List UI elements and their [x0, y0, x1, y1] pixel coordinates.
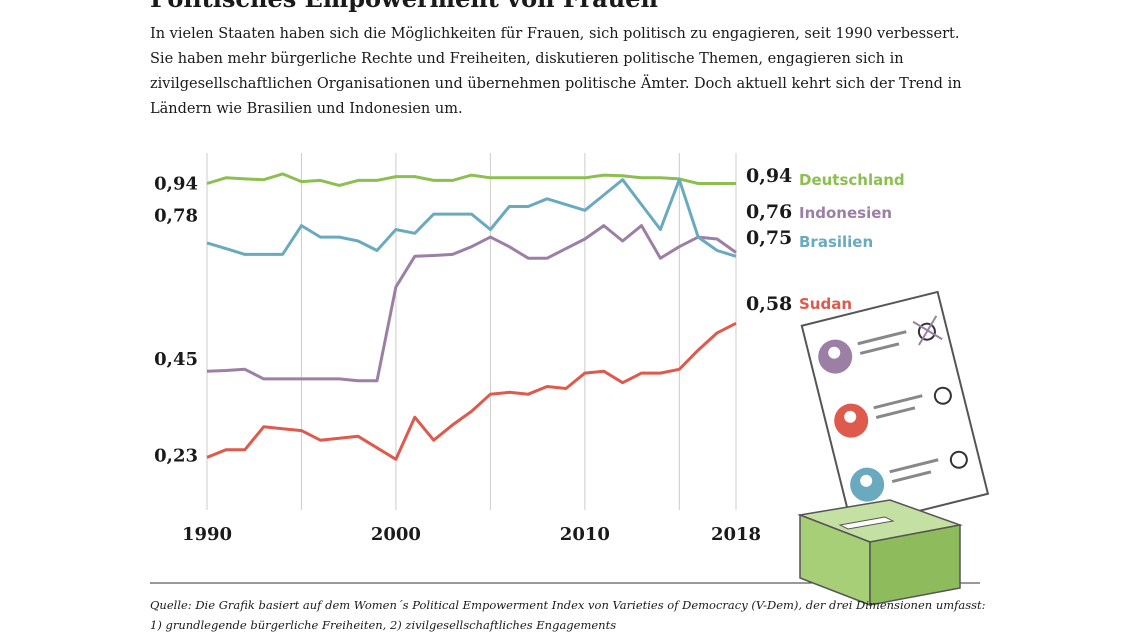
legend-label: Brasilien	[799, 233, 873, 251]
legend-label: Deutschland	[799, 171, 905, 189]
start-value-label: 0,94	[154, 174, 198, 195]
series-line-deutschland	[206, 172, 736, 187]
end-value-label: 0,76	[746, 201, 792, 223]
series-line-brasilien	[206, 178, 737, 258]
legend-label: Sudan	[799, 295, 852, 313]
chart-labels: 1990 2000 2010 2018 0,94 0,78 0,45 0,23 0,94 Deut…	[154, 165, 905, 545]
end-value-label: 0,58	[746, 293, 792, 315]
x-tick-label: 2010	[560, 524, 610, 545]
chart-subtitle: In vielen Staaten haben sich die Möglich…	[150, 26, 962, 117]
x-tick-label: 2000	[371, 524, 421, 545]
chart-title: Politisches Empowerment von Frauen	[150, 0, 658, 13]
end-value-label: 0,75	[746, 227, 792, 249]
chart-series	[206, 172, 737, 461]
series-line-sudan	[206, 321, 737, 461]
ballot-paper-icon	[800, 290, 990, 529]
x-tick-label: 2018	[711, 524, 761, 545]
start-value-label: 0,78	[154, 206, 198, 227]
chart-grid	[206, 153, 737, 510]
legend-label: Indonesien	[799, 204, 892, 222]
x-tick-label: 1990	[182, 524, 232, 545]
start-value-label: 0,23	[154, 446, 198, 467]
end-value-label: 0,94	[746, 165, 792, 187]
start-value-label: 0,45	[154, 349, 198, 370]
series-line-indonesien	[206, 224, 737, 383]
source-note: Quelle: Die Grafik basiert auf dem Women…	[150, 598, 986, 632]
ballot-box-icon	[797, 499, 963, 607]
